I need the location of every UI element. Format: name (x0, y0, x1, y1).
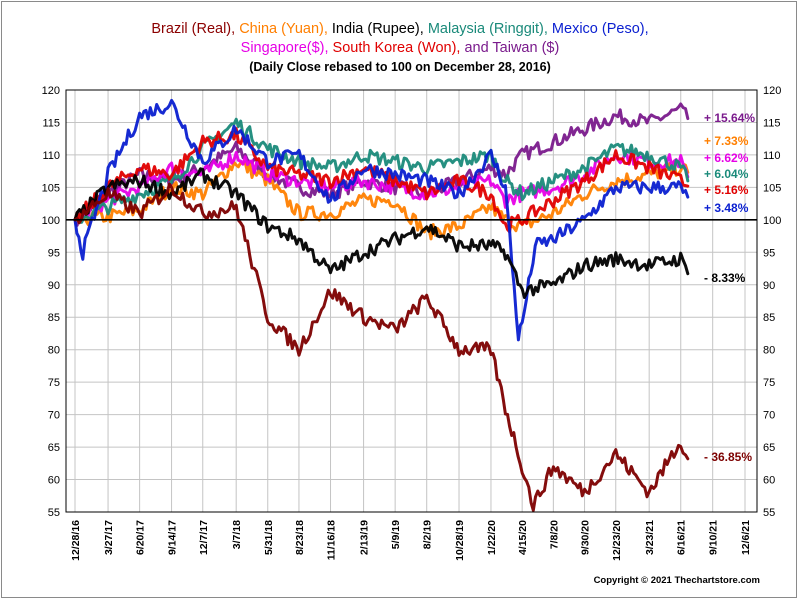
copyright-text: Copyright © 2021 Thechartstore.com (594, 575, 760, 586)
y-tick-label-left: 105 (42, 182, 60, 194)
end-label-brazil: - 36.85% (704, 450, 752, 464)
x-tick-label: 3/7/18 (231, 520, 243, 549)
title-part: Singapore($), (240, 40, 333, 56)
y-tick-label-left: 85 (48, 312, 60, 324)
plot-border (65, 89, 758, 513)
y-tick-label-right: 100 (763, 215, 781, 227)
y-tick-label-right: 85 (763, 312, 775, 324)
title-part: Malaysia (Ringgit), (427, 21, 552, 37)
y-tick-label-left: 60 (48, 475, 60, 487)
x-tick-label: 5/9/19 (390, 520, 402, 549)
title-part: and Taiwan ($) (464, 40, 560, 56)
y-tick-label-right: 105 (763, 182, 781, 194)
x-tick-label: 12/7/17 (198, 520, 210, 555)
x-tick-label: 11/16/18 (326, 520, 338, 560)
x-tick-label: 5/31/18 (263, 520, 275, 555)
x-tick-label: 3/23/21 (644, 520, 656, 555)
y-tick-label-right: 90 (763, 280, 775, 292)
y-tick-label-left: 80 (48, 345, 60, 357)
title-part: Brazil (Real), (151, 21, 240, 37)
y-tick-label-left: 100 (42, 215, 60, 227)
end-label-india: - 8.33% (704, 271, 746, 285)
y-tick-label-left: 65 (48, 442, 60, 454)
y-tick-label-right: 65 (763, 442, 775, 454)
title-part: China (Yuan), (239, 21, 332, 37)
y-tick-label-left: 90 (48, 280, 60, 292)
y-tick-label-right: 70 (763, 410, 775, 422)
x-tick-label: 6/20/17 (135, 520, 147, 555)
y-tick-label-left: 55 (48, 507, 60, 519)
x-tick-label: 8/23/18 (294, 520, 306, 555)
x-tick-label: 6/16/21 (676, 520, 688, 555)
x-tick-label: 3/27/17 (103, 520, 115, 555)
end-label-south-korea: + 5.16% (704, 183, 749, 197)
chart-subtitle: (Daily Close rebased to 100 on December … (249, 60, 551, 74)
x-tick-label: 9/10/21 (708, 520, 720, 555)
chart-title-line-1: Brazil (Real), China (Yuan), India (Rupe… (0, 21, 800, 37)
series-line (73, 182, 690, 512)
series-layer (73, 98, 690, 512)
end-labels: + 15.64% + 7.33% + 6.62% + 6.04% + 5.16% + 3.… (704, 111, 755, 464)
y-tick-label-right: 120 (763, 85, 781, 97)
x-tick-label: 9/14/17 (167, 520, 179, 555)
x-tick-label: 12/6/21 (740, 520, 752, 555)
title-part: Mexico (Peso), (551, 21, 649, 37)
y-tick-label-right: 60 (763, 475, 775, 487)
y-tick-label-right: 80 (763, 345, 775, 357)
x-tick-label: 12/23/20 (611, 520, 623, 561)
grid (66, 89, 757, 513)
end-label-mexico: + 3.48% (704, 201, 749, 215)
y-tick-label-right: 110 (763, 150, 781, 162)
chart-title-line-2: Singapore($), South Korea (Won), and Tai… (0, 40, 800, 56)
x-tick-label: 10/28/19 (454, 520, 466, 561)
x-tick-label: 2/13/19 (359, 520, 371, 555)
series-line (73, 117, 690, 224)
end-label-taiwan: + 15.64% (704, 111, 755, 125)
y-tick-label-right: 55 (763, 507, 775, 519)
y-tick-label-left: 110 (42, 150, 60, 162)
y-tick-label-right: 115 (763, 117, 781, 129)
x-tick-label: 8/2/19 (422, 520, 434, 549)
x-tick-label: 12/28/16 (70, 520, 82, 561)
y-tick-label-right: 75 (763, 377, 775, 389)
end-label-malaysia: + 6.04% (704, 167, 749, 181)
x-tick-label: 4/15/20 (517, 520, 529, 555)
y-tick-label-left: 95 (48, 247, 60, 259)
end-label-china: + 7.33% (704, 134, 749, 148)
title-part: South Korea (Won), (332, 40, 465, 56)
series-line (73, 98, 690, 342)
y-tick-label-left: 115 (42, 117, 60, 129)
x-tick-label: 1/22/20 (486, 520, 498, 555)
title-part: India (Rupee), (331, 21, 428, 37)
y-tick-label-left: 120 (42, 85, 60, 97)
end-label-singapore: + 6.62% (704, 151, 749, 165)
y-tick-label-right: 95 (763, 247, 775, 259)
x-tick-label: 7/8/20 (548, 520, 560, 549)
x-tick-label: 9/30/20 (580, 520, 592, 555)
series-line (73, 160, 690, 241)
y-tick-label-left: 70 (48, 410, 60, 422)
y-tick-label-left: 75 (48, 377, 60, 389)
series-line (73, 167, 690, 299)
axes: 55 55 60 60 65 65 70 70 75 75 80 80 85 85 90 90 95 95 100 1… (42, 85, 782, 561)
